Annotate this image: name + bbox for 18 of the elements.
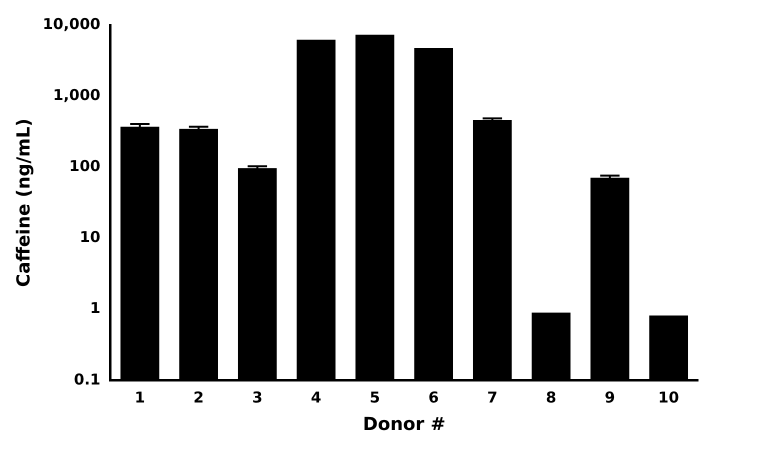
y-tick-label: 1 — [90, 299, 100, 318]
y-tick-label: 10,000 — [42, 14, 100, 33]
x-tick-label: 2 — [193, 388, 204, 406]
x-tick-label: 8 — [546, 388, 556, 406]
y-tick-label: 10 — [80, 228, 100, 246]
x-tick-label: 3 — [252, 388, 263, 406]
y-axis-title: Caffeine (ng/mL) — [13, 118, 34, 287]
x-tick-label: 9 — [604, 388, 616, 406]
x-axis-title: Donor # — [362, 414, 446, 435]
x-tick-label: 6 — [428, 388, 439, 406]
x-tick-label: 7 — [487, 388, 498, 406]
y-tick-label: 0.1 — [74, 370, 100, 388]
y-tick-label: 1,000 — [53, 86, 100, 104]
x-tick-label: 10 — [658, 388, 680, 406]
x-tick-label: 5 — [370, 388, 380, 406]
x-tick-label: 1 — [134, 388, 146, 406]
x-tick-label: 4 — [310, 388, 322, 406]
y-tick-label: 100 — [69, 157, 100, 176]
